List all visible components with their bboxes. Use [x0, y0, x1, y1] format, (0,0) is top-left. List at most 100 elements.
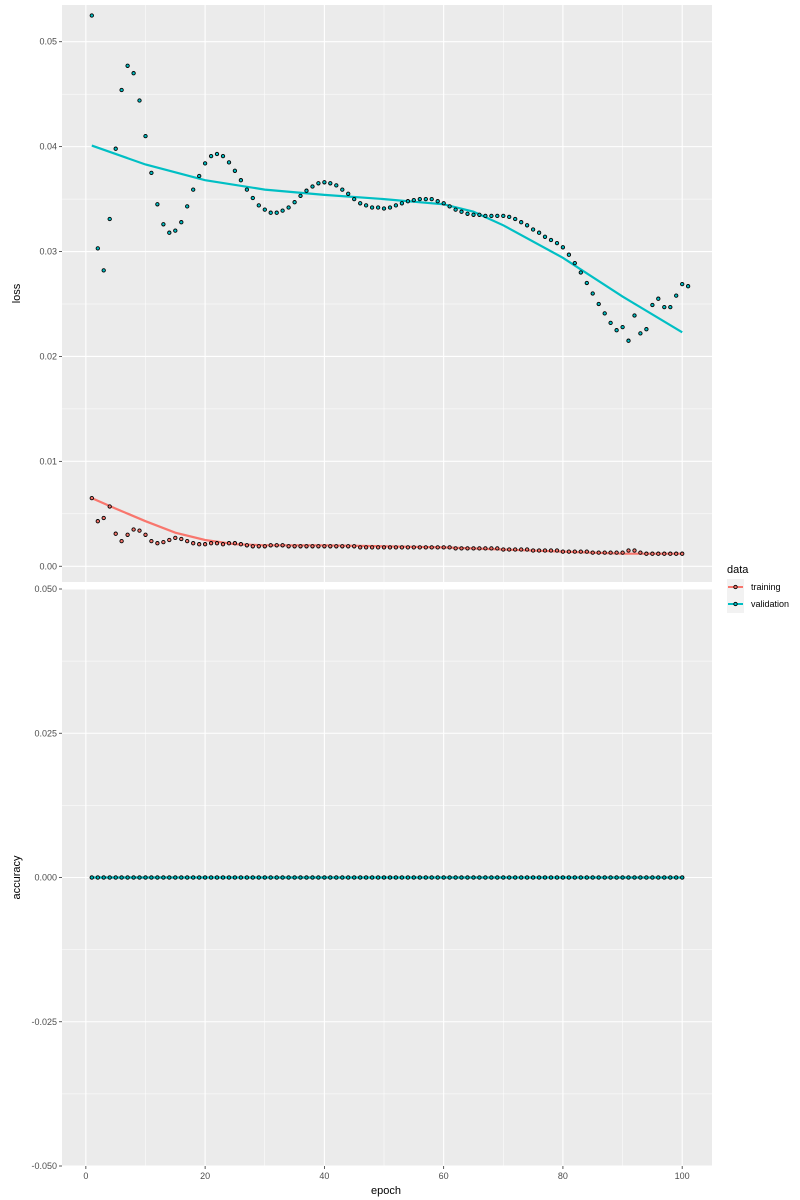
- data-point-validation: [417, 875, 422, 880]
- data-point-validation: [536, 230, 542, 235]
- data-point-validation: [477, 875, 482, 880]
- data-point-validation: [453, 875, 458, 880]
- data-point-training: [191, 541, 196, 546]
- data-point-validation: [411, 197, 416, 203]
- data-point-training: [602, 550, 607, 555]
- data-point-validation: [644, 327, 649, 332]
- data-point-training: [644, 551, 649, 556]
- data-point-validation: [369, 875, 375, 880]
- data-point-training: [226, 541, 232, 546]
- data-point-validation: [662, 875, 667, 880]
- data-point-training: [572, 549, 577, 554]
- data-point-validation: [208, 875, 214, 880]
- data-point-validation: [530, 875, 536, 880]
- data-point-training: [101, 515, 106, 521]
- data-point-training: [95, 519, 100, 524]
- data-point-validation: [95, 246, 100, 251]
- data-point-training: [358, 545, 363, 550]
- data-point-training: [369, 545, 375, 550]
- data-point-training: [137, 528, 142, 533]
- data-point-training: [477, 546, 482, 551]
- data-point-training: [483, 546, 488, 551]
- data-point-validation: [304, 188, 309, 193]
- data-point-training: [656, 551, 661, 556]
- data-point-validation: [680, 281, 685, 287]
- data-point-validation: [417, 196, 422, 202]
- data-point-validation: [280, 875, 285, 880]
- data-point-validation: [352, 875, 357, 880]
- data-point-validation: [405, 199, 411, 204]
- panel-accuracy: [62, 588, 712, 1167]
- data-point-validation: [560, 245, 566, 250]
- data-point-training: [352, 544, 357, 549]
- data-point-training: [375, 545, 381, 550]
- data-point-training: [113, 531, 118, 536]
- data-point-validation: [119, 875, 124, 880]
- data-point-validation: [393, 875, 399, 880]
- data-point-training: [668, 551, 673, 556]
- legend-label: validation: [751, 599, 789, 609]
- data-point-validation: [614, 875, 619, 880]
- data-point-validation: [608, 875, 613, 880]
- data-point-validation: [560, 875, 566, 880]
- data-point-training: [441, 545, 446, 550]
- data-point-validation: [220, 153, 226, 159]
- y-tick-label: 0.02: [39, 351, 57, 361]
- data-point-training: [417, 545, 422, 550]
- data-point-training: [680, 551, 685, 556]
- data-point-validation: [453, 207, 458, 212]
- data-point-training: [459, 546, 464, 551]
- data-point-validation: [626, 875, 631, 880]
- data-point-training: [316, 544, 321, 549]
- data-point-training: [155, 541, 160, 546]
- data-point-validation: [489, 875, 494, 880]
- data-point-validation: [208, 153, 214, 159]
- data-point-validation: [107, 216, 112, 222]
- data-point-training: [89, 495, 94, 501]
- series-training: [89, 495, 685, 556]
- data-point-training: [298, 544, 303, 549]
- data-point-training: [674, 551, 679, 556]
- data-point-validation: [507, 214, 512, 220]
- data-point-validation: [363, 875, 369, 880]
- data-point-validation: [161, 222, 166, 227]
- data-point-validation: [399, 201, 405, 206]
- data-point-validation: [298, 875, 303, 880]
- data-point-validation: [507, 875, 512, 880]
- data-point-training: [381, 545, 387, 550]
- y-tick-label: 0.025: [34, 728, 57, 738]
- data-point-validation: [340, 187, 345, 192]
- data-point-validation: [513, 216, 518, 222]
- data-point-training: [626, 548, 631, 553]
- panels-layer: [62, 5, 712, 1167]
- data-point-training: [614, 550, 619, 555]
- data-point-training: [250, 544, 255, 549]
- x-tick-label: 60: [439, 1171, 449, 1181]
- data-point-training: [304, 544, 309, 549]
- data-point-validation: [554, 240, 560, 246]
- data-point-validation: [304, 875, 309, 880]
- data-point-training: [620, 550, 625, 555]
- data-point-training: [501, 547, 506, 552]
- data-point-validation: [459, 875, 464, 880]
- legend-title: data: [727, 564, 749, 576]
- data-point-training: [632, 548, 637, 553]
- data-point-validation: [656, 296, 661, 301]
- data-point-validation: [650, 302, 655, 308]
- data-point-validation: [363, 203, 369, 208]
- y-tick-label: -0.025: [31, 1017, 57, 1027]
- data-point-training: [393, 545, 399, 550]
- data-point-validation: [590, 291, 595, 296]
- data-point-validation: [554, 875, 560, 880]
- data-point-validation: [441, 875, 446, 880]
- data-point-validation: [632, 313, 637, 318]
- legend-label: training: [751, 582, 781, 592]
- data-point-validation: [381, 206, 387, 211]
- data-point-validation: [477, 212, 482, 217]
- data-point-training: [530, 548, 536, 553]
- data-point-validation: [262, 875, 267, 880]
- data-point-training: [125, 532, 130, 537]
- data-point-validation: [232, 875, 238, 880]
- data-point-validation: [399, 875, 405, 880]
- data-point-training: [185, 538, 190, 544]
